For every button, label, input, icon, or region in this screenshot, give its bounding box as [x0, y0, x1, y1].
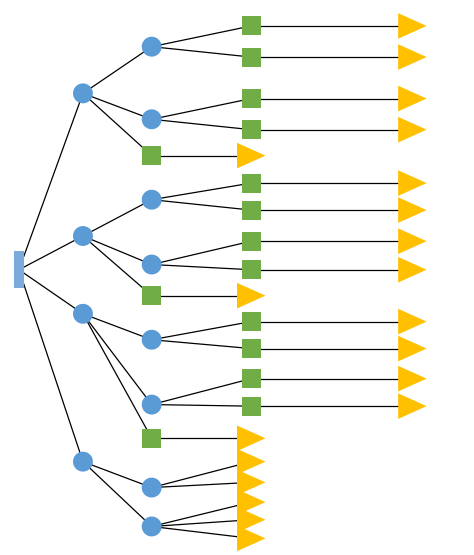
FancyBboxPatch shape: [242, 369, 261, 388]
FancyBboxPatch shape: [242, 17, 261, 36]
FancyBboxPatch shape: [242, 397, 261, 416]
FancyBboxPatch shape: [242, 120, 261, 139]
Polygon shape: [237, 470, 265, 495]
Ellipse shape: [142, 109, 162, 129]
FancyBboxPatch shape: [242, 260, 261, 279]
Polygon shape: [398, 117, 427, 143]
Polygon shape: [398, 336, 427, 361]
FancyBboxPatch shape: [142, 429, 161, 448]
FancyBboxPatch shape: [242, 200, 261, 220]
Polygon shape: [237, 490, 265, 515]
Ellipse shape: [73, 452, 93, 472]
Polygon shape: [398, 86, 427, 112]
Ellipse shape: [73, 304, 93, 324]
Polygon shape: [398, 44, 427, 70]
Polygon shape: [237, 426, 265, 451]
Polygon shape: [398, 309, 427, 334]
Polygon shape: [398, 13, 427, 39]
Polygon shape: [398, 393, 427, 419]
Ellipse shape: [73, 226, 93, 246]
FancyBboxPatch shape: [242, 312, 261, 331]
FancyBboxPatch shape: [242, 48, 261, 67]
Polygon shape: [237, 449, 265, 475]
Polygon shape: [237, 526, 265, 551]
Polygon shape: [398, 366, 427, 391]
Ellipse shape: [142, 330, 162, 350]
Ellipse shape: [142, 395, 162, 415]
Ellipse shape: [142, 255, 162, 275]
FancyBboxPatch shape: [242, 89, 261, 108]
FancyBboxPatch shape: [14, 251, 24, 288]
Polygon shape: [398, 257, 427, 282]
Polygon shape: [398, 197, 427, 223]
Polygon shape: [237, 507, 265, 533]
Polygon shape: [398, 229, 427, 254]
Ellipse shape: [73, 83, 93, 103]
Ellipse shape: [142, 517, 162, 537]
Ellipse shape: [142, 190, 162, 210]
FancyBboxPatch shape: [142, 146, 161, 165]
Ellipse shape: [142, 478, 162, 497]
FancyBboxPatch shape: [242, 231, 261, 251]
FancyBboxPatch shape: [242, 174, 261, 193]
Polygon shape: [398, 170, 427, 196]
FancyBboxPatch shape: [242, 339, 261, 358]
Polygon shape: [237, 283, 265, 309]
Ellipse shape: [142, 37, 162, 57]
Polygon shape: [237, 143, 265, 168]
FancyBboxPatch shape: [142, 286, 161, 305]
